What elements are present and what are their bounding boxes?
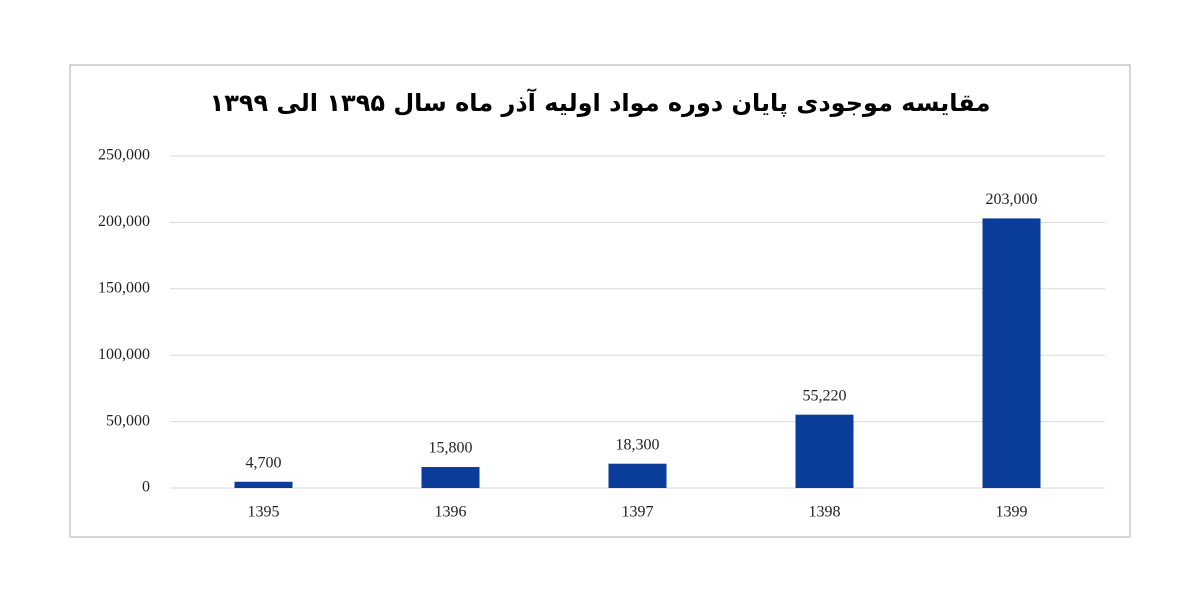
bar	[421, 467, 480, 488]
bar	[982, 218, 1041, 488]
x-tick-label: 1397	[622, 504, 654, 521]
value-label: 203,000	[986, 191, 1038, 208]
y-tick-label: 200,000	[98, 213, 150, 230]
x-tick-label: 1395	[248, 504, 280, 521]
y-tick-label: 250,000	[98, 147, 150, 164]
value-label: 4,700	[246, 454, 282, 471]
chart-frame	[69, 64, 1131, 538]
value-label: 15,800	[429, 440, 473, 457]
x-tick-label: 1396	[435, 504, 467, 521]
value-label: 18,300	[616, 436, 660, 453]
bar	[608, 463, 667, 488]
x-tick-label: 1398	[809, 504, 841, 521]
bar	[234, 481, 293, 488]
y-tick-label: 150,000	[98, 279, 150, 296]
y-tick-label: 50,000	[106, 412, 150, 429]
x-tick-label: 1399	[996, 504, 1028, 521]
value-label: 55,220	[803, 387, 847, 404]
y-tick-label: 100,000	[98, 346, 150, 363]
bar	[795, 414, 854, 488]
y-tick-label: 0	[142, 479, 150, 496]
chart-title: مقایسه موجودی پایان دوره مواد اولیه آذر …	[210, 88, 991, 117]
